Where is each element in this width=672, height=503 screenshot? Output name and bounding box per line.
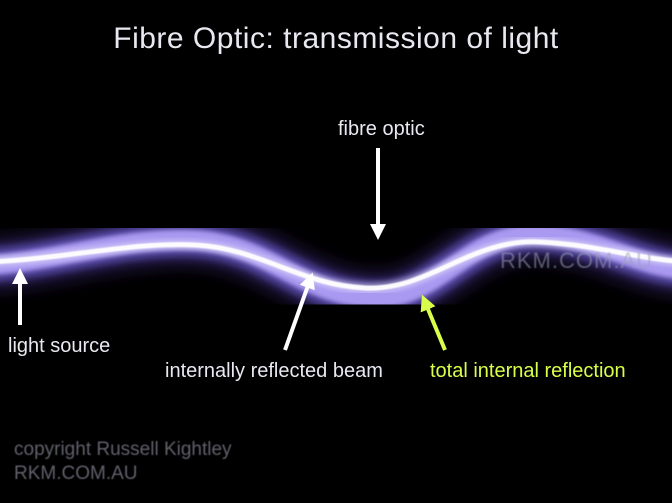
label-light-source: light source [8,335,110,358]
copyright-line-2: RKM.COM.AU [14,462,232,486]
diagram-title: Fibre Optic: transmission of light [0,22,672,56]
watermark-text: RKM.COM.AU [500,248,653,274]
label-total-internal-reflection: total internal reflection [430,360,626,383]
label-internally-reflected-beam: internally reflected beam [165,360,383,383]
label-fibre-optic: fibre optic [338,118,425,141]
copyright-notice: copyright Russell Kightley RKM.COM.AU [14,438,232,486]
arrow-total-internal-reflection [425,302,445,350]
copyright-line-1: copyright Russell Kightley [14,438,232,462]
